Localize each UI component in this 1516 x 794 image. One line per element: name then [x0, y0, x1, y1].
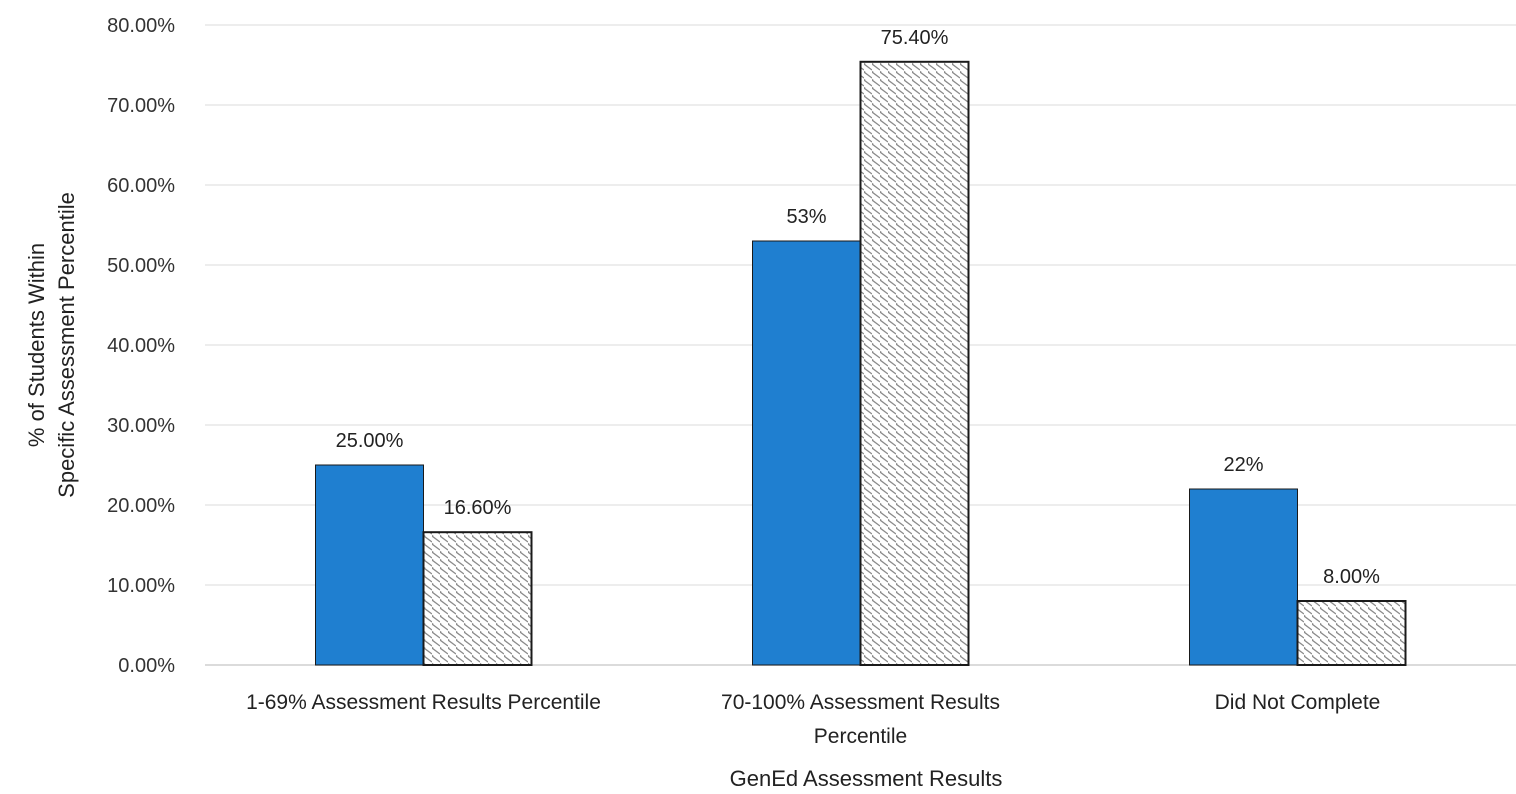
bar: [315, 464, 424, 666]
x-category-label: 1-69% Assessment Results Percentile: [246, 691, 601, 714]
y-tick-label: 80.00%: [107, 15, 175, 37]
bar: [859, 60, 970, 667]
data-label: 16.60%: [444, 497, 512, 519]
data-label: 53%: [786, 206, 826, 228]
data-label: 75.40%: [881, 27, 949, 49]
x-category-line: Did Not Complete: [1215, 691, 1381, 714]
y-axis-title-line: % of Students Within: [24, 243, 49, 447]
x-category-line: 70-100% Assessment Results: [721, 691, 1000, 714]
y-tick-label: 30.00%: [107, 415, 175, 437]
x-category-label: 70-100% Assessment Results Percentile: [721, 691, 1000, 748]
y-tick-label: 50.00%: [107, 255, 175, 277]
y-tick-label: 60.00%: [107, 175, 175, 197]
bar: [1296, 600, 1407, 666]
x-category-line: Percentile: [814, 725, 907, 748]
bars: [315, 60, 1407, 667]
y-tick-label: 10.00%: [107, 575, 175, 597]
x-category-line: 1-69% Assessment Results Percentile: [246, 691, 601, 714]
bar: [752, 240, 861, 666]
y-axis-title-line: Specific Assessment Percentile: [54, 192, 79, 498]
y-tick-label: 70.00%: [107, 95, 175, 117]
y-axis-ticks: 0.00% 10.00% 20.00% 30.00% 40.00% 50.00% 60.00…: [107, 15, 175, 677]
bar: [1189, 488, 1298, 666]
data-label: 8.00%: [1323, 566, 1380, 588]
y-tick-label: 20.00%: [107, 495, 175, 517]
x-category-label: Did Not Complete: [1215, 691, 1381, 714]
x-axis-title: GenEd Assessment Results: [730, 766, 1003, 791]
y-tick-label: 40.00%: [107, 335, 175, 357]
data-labels: 25.00% 16.60% 53% 75.40% 22% 8.00%: [336, 27, 1380, 588]
y-axis-title: % of Students Within Specific Assessment …: [24, 192, 79, 498]
data-label: 22%: [1223, 454, 1263, 476]
axis-titles: GenEd Assessment Results % of Students Wi…: [24, 192, 1002, 791]
x-axis-categories: 1-69% Assessment Results Percentile 70-10…: [246, 691, 1380, 748]
bar: [422, 531, 533, 667]
y-tick-label: 0.00%: [118, 655, 175, 677]
data-label: 25.00%: [336, 430, 404, 452]
